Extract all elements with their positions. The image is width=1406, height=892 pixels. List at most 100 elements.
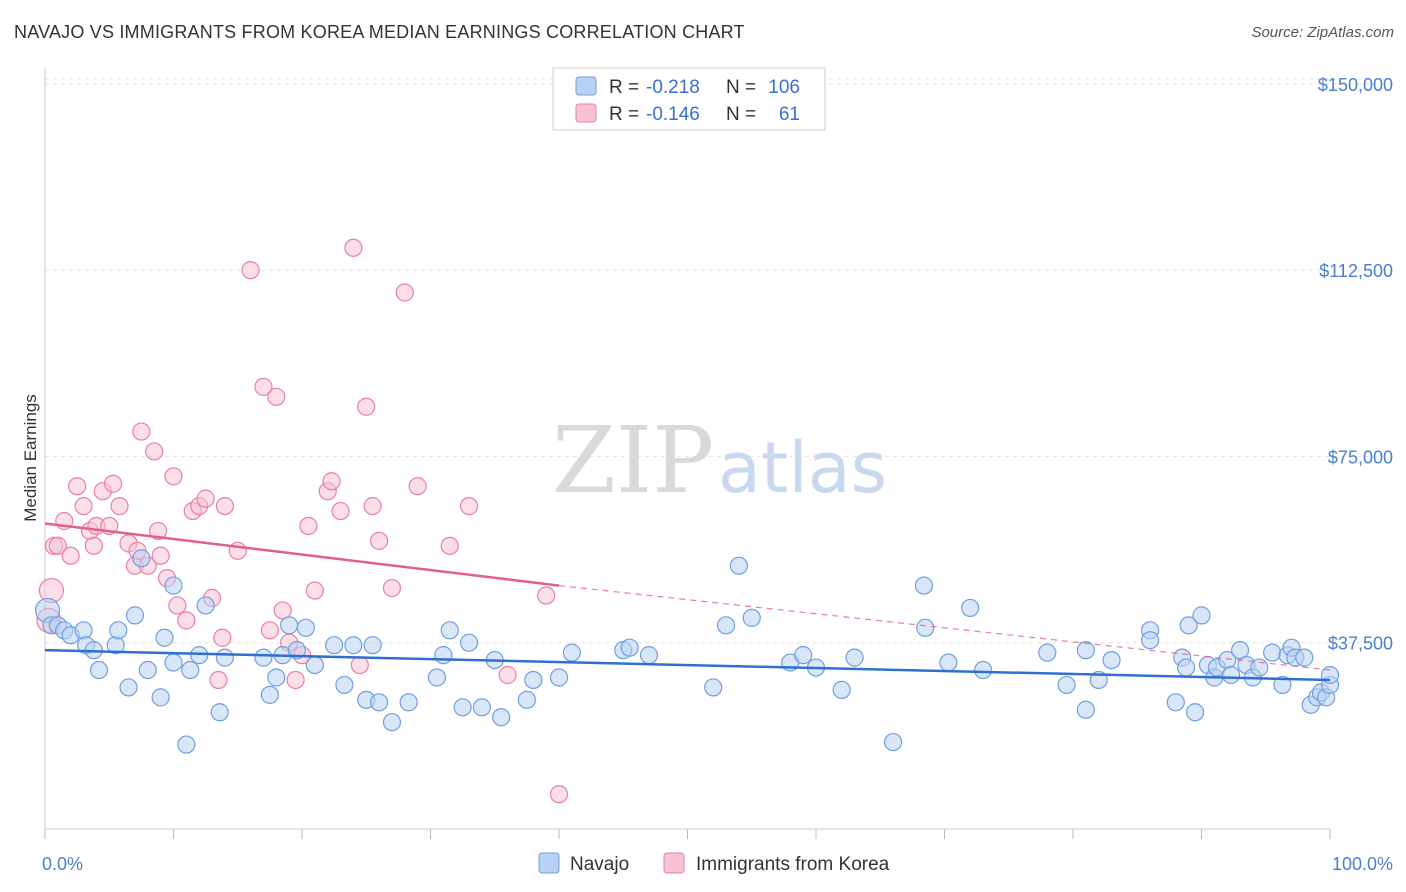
- navajo-point-81: [1176, 658, 1196, 677]
- navajo-point-27: [267, 668, 286, 687]
- navajo-point-68: [939, 653, 958, 672]
- navajo-point-58: [729, 556, 749, 575]
- navajo-point-45: [459, 633, 479, 652]
- navajo-point-38: [370, 693, 389, 712]
- chart-title: NAVAJO VS IMMIGRANTS FROM KOREA MEDIAN E…: [14, 22, 745, 42]
- bottom-legend: Navajo Immigrants from Korea: [538, 852, 890, 875]
- korea-point-51: [363, 496, 382, 516]
- watermark-atlas: atlas: [718, 427, 887, 509]
- korea-point-58: [498, 665, 517, 685]
- korea-point-44: [305, 581, 324, 600]
- korea-point-18: [132, 422, 151, 441]
- navajo-point-89: [1221, 665, 1241, 685]
- navajo-point-35: [344, 636, 363, 655]
- navajo-point-40: [399, 693, 418, 712]
- navajo-point-42: [434, 646, 453, 665]
- watermark-zip: ZIP: [552, 407, 714, 514]
- bottom-legend-swatch-korea: [663, 852, 685, 874]
- navajo-point-78: [1140, 631, 1160, 650]
- navajo-point-67: [916, 618, 935, 637]
- navajo-point-19: [177, 735, 196, 754]
- navajo-point-26: [260, 685, 279, 704]
- navajo-point-37: [363, 636, 382, 655]
- korea-point-60: [549, 785, 569, 804]
- navajo-point-46: [472, 698, 491, 717]
- navajo-point-63: [832, 680, 851, 700]
- x-tick-label-1: 100.0%: [1332, 854, 1393, 874]
- korea-point-49: [350, 655, 369, 675]
- korea-point-33: [215, 496, 234, 516]
- korea-point-31: [209, 670, 228, 690]
- bottom-legend-swatch-navajo: [538, 852, 560, 874]
- navajo-point-44: [453, 698, 472, 717]
- navajo-point-51: [549, 668, 569, 687]
- legend: R = -0.218 N = 106 R = -0.146 N = 61: [552, 67, 826, 131]
- axes: [44, 68, 1331, 839]
- korea-point-41: [286, 670, 305, 690]
- korea-point-35: [241, 261, 260, 280]
- korea-point-5: [61, 546, 80, 565]
- korea-point-29: [196, 489, 215, 508]
- navajo-point-57: [716, 616, 736, 635]
- navajo-point-61: [794, 646, 813, 665]
- navajo-point-79: [1166, 693, 1185, 712]
- korea-point-7: [74, 496, 93, 516]
- korea-point-47: [331, 501, 350, 521]
- navajo-point-69: [961, 598, 980, 618]
- korea-point-43: [299, 516, 318, 536]
- bottom-legend-label-navajo: Navajo: [570, 854, 629, 875]
- navajo-point-24: [215, 648, 234, 667]
- korea-point-52: [370, 531, 389, 550]
- legend-swatch-korea: [575, 103, 597, 123]
- navajo-point-82: [1179, 616, 1198, 635]
- korea-point-36: [254, 377, 273, 396]
- korea-point-25: [168, 596, 187, 615]
- navajo-point-23: [210, 703, 229, 722]
- korea-point-38: [267, 387, 286, 406]
- navajo-point-20: [181, 660, 200, 680]
- navajo-point-59: [742, 608, 761, 627]
- navajo-point-14: [138, 660, 157, 680]
- watermark: ZIP atlas: [552, 407, 887, 514]
- korea-trend-line-dashed: [558, 584, 1331, 671]
- legend-r-label-korea: R =: [609, 104, 639, 125]
- korea-point-37: [260, 621, 279, 640]
- korea-point-46: [322, 472, 341, 491]
- legend-r-value-korea: -0.146: [646, 104, 700, 125]
- navajo-point-48: [492, 708, 511, 727]
- navajo-point-39: [382, 713, 402, 732]
- navajo-point-83: [1185, 703, 1205, 722]
- bottom-legend-label-korea: Immigrants from Korea: [696, 854, 890, 875]
- navajo-point-12: [125, 606, 145, 625]
- legend-n-label-korea: N =: [726, 104, 756, 125]
- korea-point-6: [68, 477, 87, 496]
- trend-lines: [44, 522, 1331, 682]
- korea-point-24: [164, 467, 183, 486]
- y-tick-label-3: $150,000: [1318, 75, 1393, 95]
- y-tick-labels: $37,500 $75,000 $112,500 $150,000: [1318, 75, 1393, 654]
- korea-point-9: [84, 536, 103, 555]
- navajo-point-11: [119, 678, 138, 697]
- navajo-point-10: [109, 621, 128, 640]
- navajo-point-74: [1076, 641, 1095, 660]
- source-credit: Source: ZipAtlas.com: [1251, 24, 1394, 41]
- korea-point-20: [145, 442, 164, 461]
- korea-point-50: [357, 397, 376, 416]
- navajo-point-43: [440, 621, 459, 640]
- navajo-point-34: [335, 675, 354, 695]
- navajo-point-70: [973, 660, 993, 680]
- navajo-point-50: [524, 670, 543, 690]
- y-axis-label: Median Earnings: [21, 394, 40, 522]
- navajo-point-71: [1038, 643, 1057, 662]
- legend-box: [552, 67, 826, 131]
- korea-point-32: [213, 628, 232, 647]
- korea-point-53: [382, 578, 402, 598]
- navajo-point-73: [1076, 700, 1095, 719]
- korea-point-56: [440, 536, 459, 555]
- navajo-point-64: [845, 648, 864, 667]
- navajo-point-95: [1273, 675, 1292, 695]
- legend-r-value-navajo: -0.218: [646, 77, 700, 98]
- korea-point-26: [177, 611, 196, 630]
- korea-point-22: [151, 546, 170, 565]
